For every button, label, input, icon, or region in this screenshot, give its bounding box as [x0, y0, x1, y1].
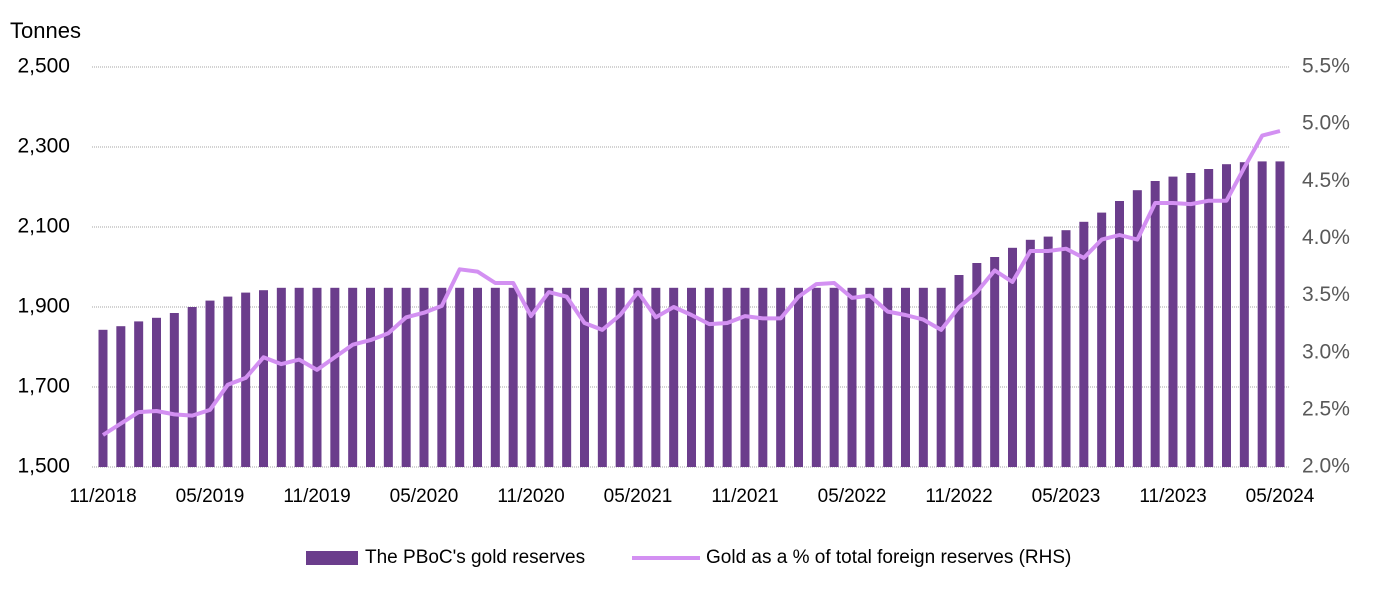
bar [187, 307, 197, 467]
bar [1115, 201, 1124, 467]
bar [669, 287, 679, 467]
bar [1257, 161, 1267, 467]
y2-tick-label: 5.5% [1302, 55, 1350, 78]
legend-label: The PBoC's gold reserves [365, 547, 585, 568]
x-tick-label: 11/2021 [711, 486, 778, 507]
bar [1008, 247, 1017, 467]
x-tick-label: 05/2024 [1246, 486, 1315, 507]
bar [169, 313, 179, 467]
bar [1222, 164, 1231, 467]
y2-tick-label: 4.5% [1302, 169, 1350, 192]
y2-tick-label: 2.5% [1302, 397, 1350, 420]
bar [1275, 161, 1285, 467]
bar [597, 287, 607, 467]
bar [1204, 169, 1214, 467]
bar [651, 287, 661, 467]
bar [455, 287, 465, 467]
legend-label: Gold as a % of total foreign reserves (R… [706, 547, 1071, 568]
y2-tick-label: 4.0% [1302, 226, 1350, 249]
bar [633, 287, 643, 467]
y-tick-label: 1,900 [17, 295, 70, 318]
bar [883, 287, 893, 467]
bar [758, 287, 768, 467]
bar [401, 287, 411, 467]
bar [990, 257, 1000, 467]
x-tick-label: 05/2019 [176, 486, 245, 507]
bar [936, 287, 946, 467]
bar [1061, 230, 1071, 467]
y-tick-label: 2,100 [17, 215, 70, 238]
bar [918, 287, 928, 467]
bar [1079, 221, 1089, 467]
bar [473, 287, 482, 467]
line [101, 129, 1281, 437]
y-tick-label: 1,700 [17, 375, 70, 398]
bar [580, 287, 589, 467]
bar [490, 287, 500, 467]
bar [1150, 181, 1160, 467]
bar [259, 290, 268, 467]
bar [972, 263, 982, 467]
y2-tick-label: 3.5% [1302, 283, 1350, 306]
x-tick-label: 05/2021 [604, 486, 673, 507]
bar [1239, 162, 1249, 467]
bar [294, 287, 304, 467]
y-axis-label: Tonnes [10, 18, 81, 43]
bar [811, 287, 821, 467]
bar [722, 287, 732, 467]
bar [687, 287, 696, 467]
bar [776, 287, 786, 467]
x-tick-label: 11/2019 [283, 486, 350, 507]
y-tick-label: 1,500 [17, 455, 70, 478]
bar [901, 287, 910, 467]
bar [383, 287, 393, 467]
bar [205, 300, 215, 467]
bar [526, 287, 536, 467]
bar [276, 287, 286, 467]
bar [134, 321, 144, 467]
bar [794, 287, 803, 467]
bar [1025, 239, 1035, 467]
bar [1132, 190, 1142, 467]
bar [312, 287, 322, 467]
x-tick-label: 05/2023 [1032, 486, 1101, 507]
x-tick-label: 11/2018 [69, 486, 136, 507]
y-tick-label: 2,500 [17, 55, 70, 78]
bar [437, 287, 447, 467]
bar [223, 296, 233, 467]
bar [865, 287, 875, 467]
bar [1097, 212, 1107, 467]
y2-tick-label: 2.0% [1302, 455, 1350, 478]
bar [98, 329, 108, 467]
bar [116, 326, 126, 467]
bar [1043, 236, 1053, 467]
bar [348, 287, 358, 467]
bar [544, 287, 554, 467]
x-tick-label: 11/2022 [925, 486, 992, 507]
x-tick-label: 05/2020 [390, 486, 459, 507]
bar [508, 287, 518, 467]
x-tick-label: 05/2022 [818, 486, 887, 507]
bar [152, 317, 161, 467]
bar [615, 287, 625, 467]
y2-tick-label: 3.0% [1302, 340, 1350, 363]
bar [1168, 176, 1178, 467]
bar [847, 287, 857, 467]
bar [740, 287, 750, 467]
bar [704, 287, 714, 467]
legend-swatch [306, 551, 358, 565]
bar [330, 287, 340, 467]
bar [562, 287, 572, 467]
x-tick-label: 11/2023 [1139, 486, 1206, 507]
y2-tick-label: 5.0% [1302, 112, 1350, 135]
bar [954, 275, 964, 467]
y-tick-label: 2,300 [17, 135, 70, 158]
x-tick-label: 11/2020 [497, 486, 564, 507]
bar [419, 287, 429, 467]
bar [829, 287, 839, 467]
bar [366, 287, 375, 467]
bar [1186, 173, 1196, 467]
